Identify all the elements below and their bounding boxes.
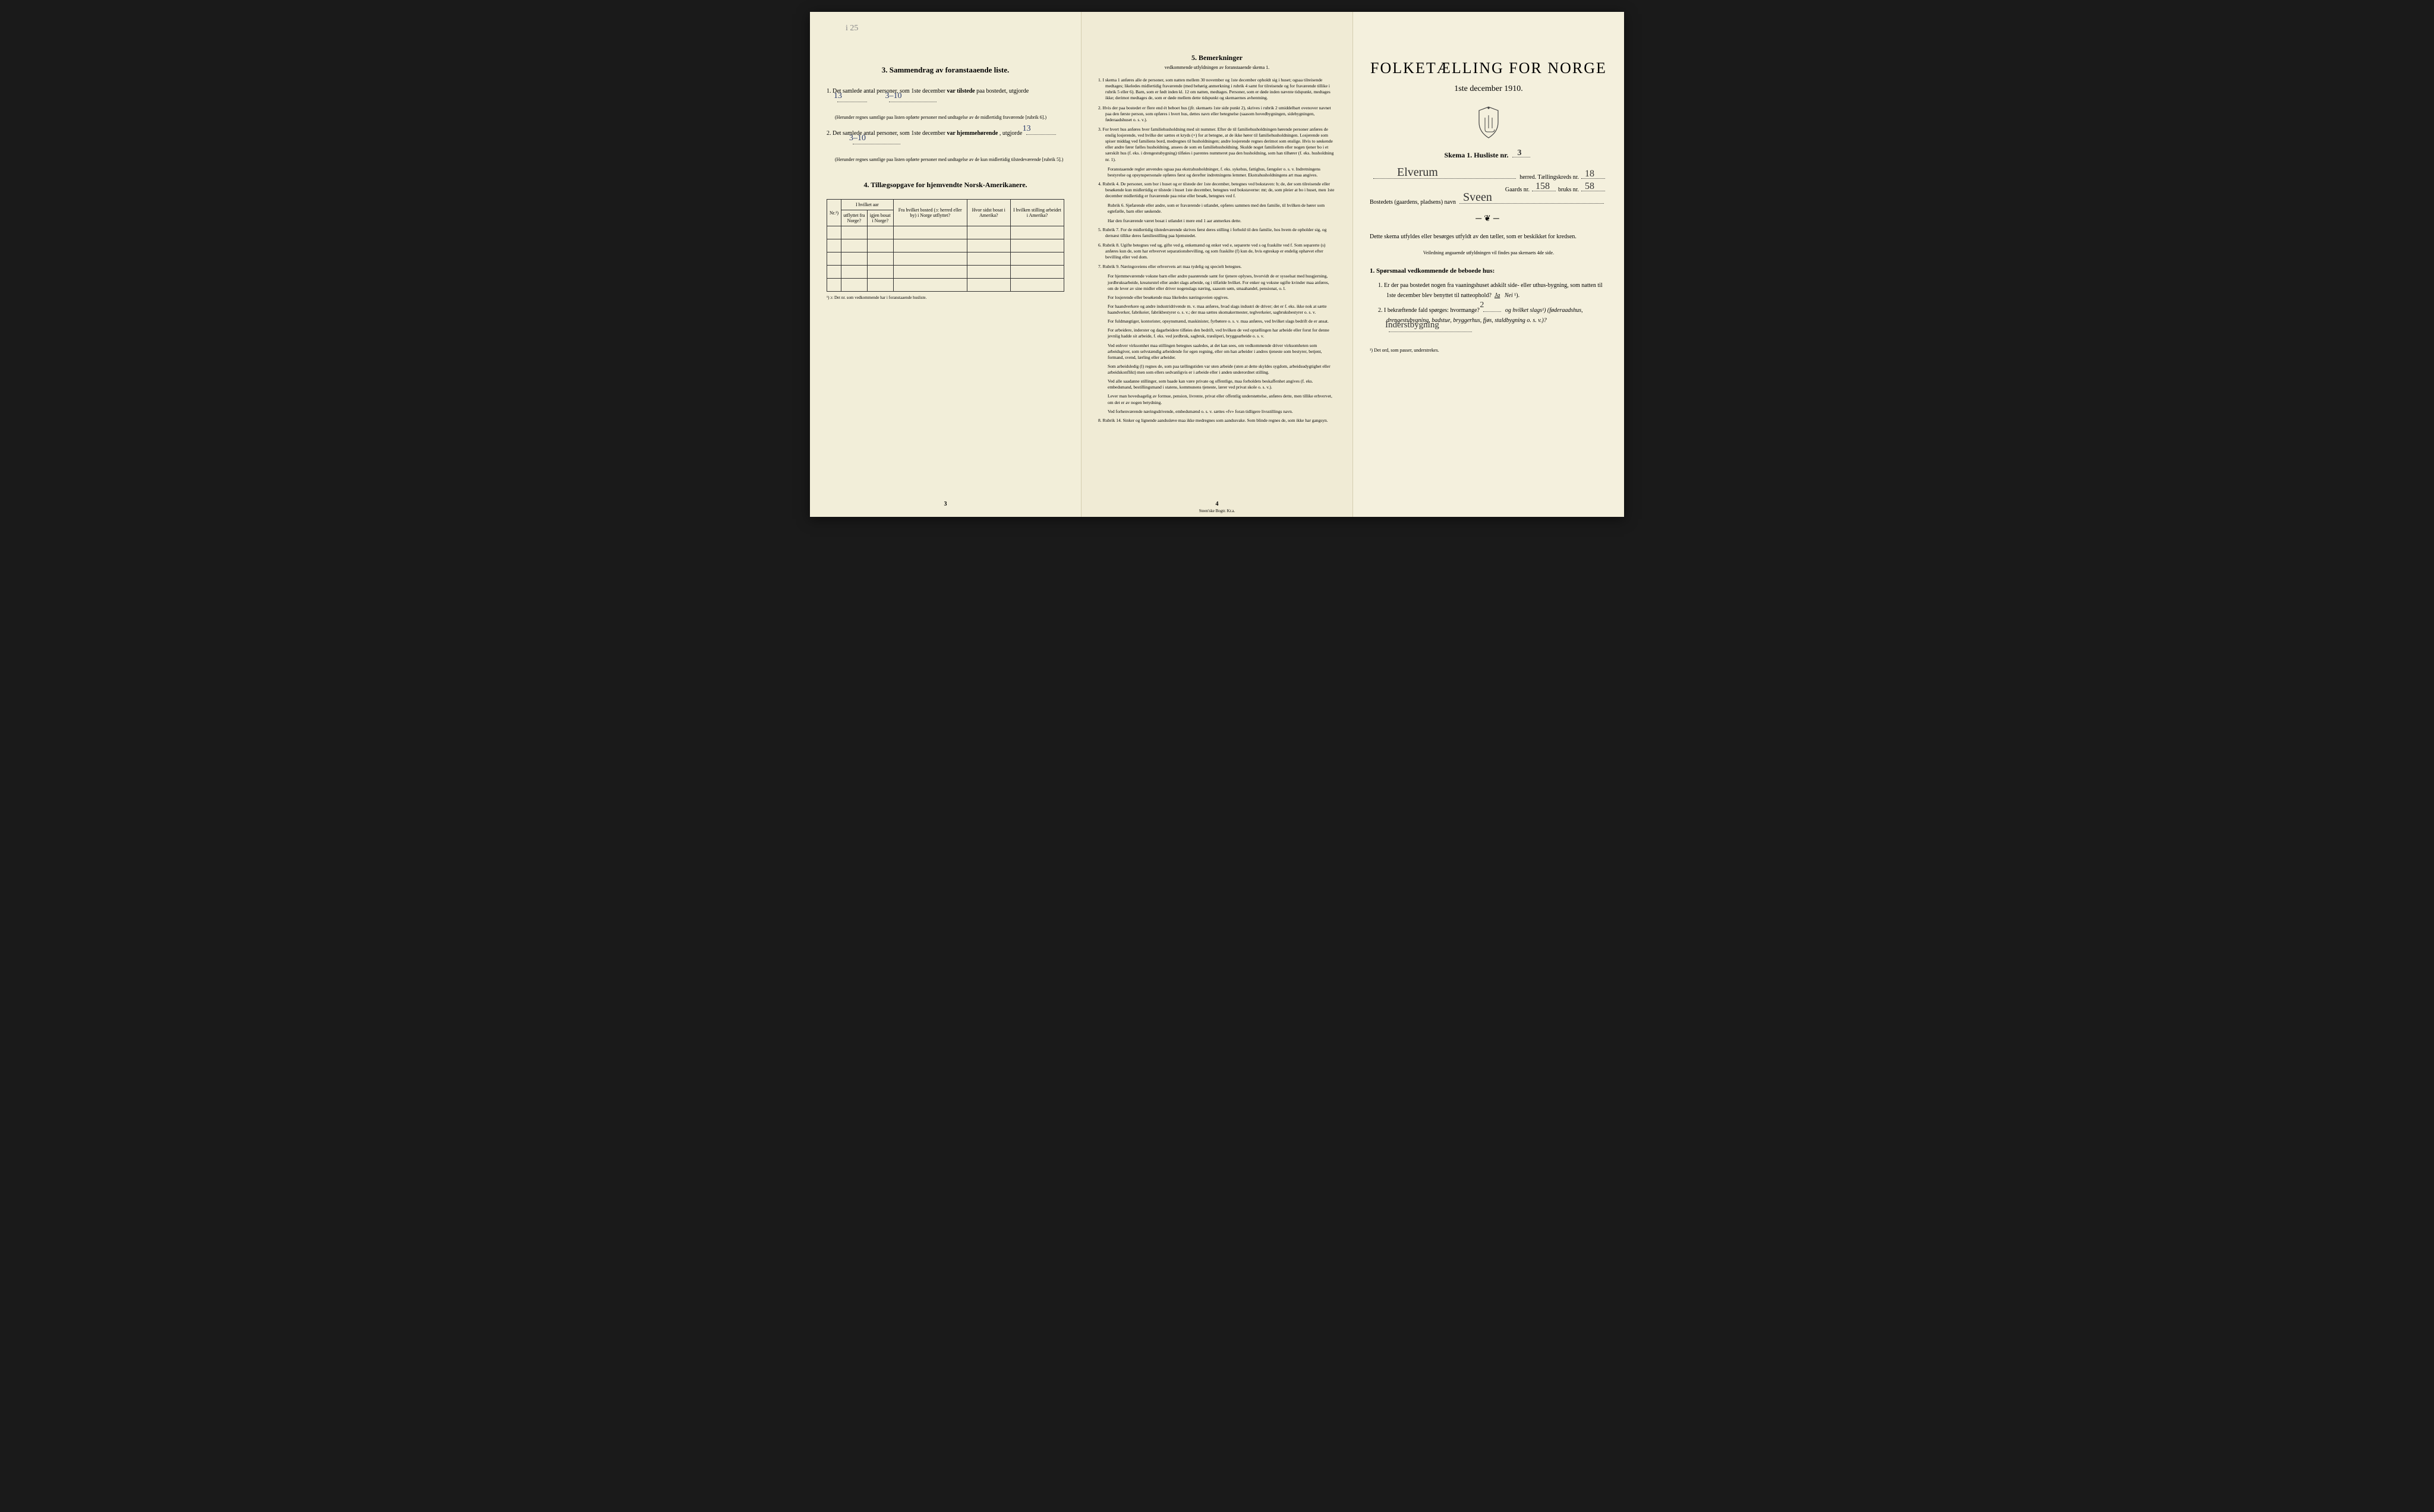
remark-7-sub-5: Ved enhver virksomhet maa stillingen bet… — [1108, 343, 1336, 361]
page-cover: FOLKETÆLLING FOR NORGE 1ste december 191… — [1353, 12, 1624, 517]
th-fra: Fra hvilket bosted (ɔ: herred eller by) … — [893, 200, 967, 226]
remark-1: 1. I skema 1 anføres alle de personer, s… — [1098, 77, 1336, 102]
herred-value: Elverum — [1397, 166, 1438, 179]
table-row — [827, 279, 1064, 292]
remark-7-sub-8: Lever man hovedsagelig av formue, pensio… — [1108, 393, 1336, 405]
section-5-subtitle: vedkommende utfyldningen av foranstaaend… — [1098, 65, 1336, 70]
remark-7-sub-0: For hjemmeværende voksne barn eller andr… — [1108, 273, 1336, 291]
th-stilling: I hvilken stilling arbeidet i Amerika? — [1010, 200, 1064, 226]
page-3: i 25 3. Sammendrag av foranstaaende list… — [810, 12, 1082, 517]
kreds-nr: 18 — [1585, 169, 1594, 179]
remark-7-sub-2: For haandverkere og andre industridriven… — [1108, 304, 1336, 315]
coat-of-arms-icon — [1474, 106, 1503, 139]
remark-8: 8. Rubrik 14. Sinker og lignende aandssl… — [1098, 418, 1336, 424]
annotation-2: 3–10 — [857, 132, 866, 145]
question-2: 2. I bekræftende fald spørges: hvormange… — [1378, 305, 1607, 336]
th-nr: Nr.¹) — [827, 200, 841, 226]
herred-line: Elverum herred. Tællingskreds nr. 18 — [1370, 174, 1607, 181]
remarks-list: 1. I skema 1 anføres alle de personer, s… — [1098, 77, 1336, 424]
th-utflyttet: utflyttet fra Norge? — [841, 210, 867, 226]
q2-answer: Inderstbygning — [1393, 318, 1439, 333]
bosted-line: Bostedets (gaardens, pladsens) navn Svee… — [1370, 199, 1607, 206]
remark-4c: Har den fraværende været bosat i utlande… — [1108, 218, 1336, 224]
remark-7-sub-7: Ved alle saadanne stillinger, som baade … — [1108, 378, 1336, 390]
skema-line: Skema 1. Husliste nr. 3 — [1370, 151, 1607, 160]
table-row — [827, 266, 1064, 279]
bosted-value: Sveen — [1463, 191, 1492, 204]
th-hvor: Hvor sidst bosat i Amerika? — [967, 200, 1010, 226]
question-heading: 1. Spørsmaal vedkommende de beboede hus: — [1370, 267, 1607, 274]
remark-2: 2. Hvis der paa bostedet er flere end ét… — [1098, 105, 1336, 123]
page-number-4: 4 — [1082, 501, 1352, 507]
remark-4: 4. Rubrik 4. De personer, som bor i huse… — [1098, 181, 1336, 199]
husliste-nr: 3 — [1517, 149, 1521, 158]
table-row — [827, 252, 1064, 266]
q1-nei: Nei — [1505, 292, 1513, 299]
remark-7-sub-1: For losjerende eller besøkende maa likel… — [1108, 295, 1336, 301]
bruks-nr: 58 — [1585, 181, 1594, 192]
census-title: FOLKETÆLLING FOR NORGE — [1370, 59, 1607, 77]
hjemme-count-field: 13 — [1026, 134, 1056, 135]
section-5-title: 5. Bemerkninger — [1098, 53, 1336, 62]
instruction-small: Veiledning angaaende utfyldningen vil fi… — [1370, 250, 1607, 255]
remark-7-sub-3: For fuldmægtiger, kontorister, opsynsmæn… — [1108, 318, 1336, 324]
question-1: 1. Er der paa bostedet nogen fra vaaning… — [1378, 280, 1607, 301]
remark-4b: Rubrik 6. Sjøfarende eller andre, som er… — [1108, 203, 1336, 214]
q1-ja: Ja — [1495, 292, 1500, 299]
ornament-icon: ─❦─ — [1370, 214, 1607, 224]
remark-7: 7. Rubrik 9. Næringsveiens eller erhverv… — [1098, 264, 1336, 270]
remark-7-sub-6: Som arbeidsledig (l) regnes de, som paa … — [1108, 364, 1336, 375]
section-3-title: 3. Sammendrag av foranstaaende liste. — [827, 65, 1064, 75]
pencil-annotation: i 25 — [846, 24, 858, 33]
table-footnote: ¹) ɔ: Det nr. som vedkommende har i fora… — [827, 295, 1064, 300]
item-1-note: (Herunder regnes samtlige paa listen opf… — [835, 114, 1064, 121]
item-2-note: (Herunder regnes samtlige paa listen opf… — [835, 156, 1064, 163]
th-year-group: I hvilket aar — [841, 200, 893, 210]
census-document: i 25 3. Sammendrag av foranstaaende list… — [810, 12, 1624, 517]
page-number-3: 3 — [810, 501, 1081, 507]
main-instruction: Dette skema utfyldes eller besørges utfy… — [1370, 232, 1607, 242]
summary-item-1: 1. Det samlede antal personer, som 1ste … — [827, 87, 1064, 106]
emigrant-table: Nr.¹) I hvilket aar Fra hvilket bosted (… — [827, 199, 1064, 292]
page-4: 5. Bemerkninger vedkommende utfyldningen… — [1082, 12, 1353, 517]
annotation-1: 3–10 — [894, 90, 902, 103]
remark-7-sub-4: For arbeidere, inderster og dagarbeidere… — [1108, 327, 1336, 339]
remark-5: 5. Rubrik 7. For de midlertidig tilstede… — [1098, 227, 1336, 239]
census-date: 1ste december 1910. — [1370, 84, 1607, 94]
right-footnote: ¹) Det ord, som passer, understrekes. — [1370, 348, 1607, 353]
remark-6: 6. Rubrik 8. Ugifte betegnes ved ug, gif… — [1098, 242, 1336, 260]
summary-item-2: 2. Det samlede antal personer, som 1ste … — [827, 129, 1064, 148]
remark-7-sub-9: Ved forhenværende næringsdrivende, embed… — [1108, 409, 1336, 415]
th-igjen: igjen bosat i Norge? — [867, 210, 893, 226]
emigrant-tbody — [827, 226, 1064, 292]
section-4-title: 4. Tillægsopgave for hjemvendte Norsk-Am… — [827, 181, 1064, 190]
table-row — [827, 226, 1064, 239]
remark-3b: Foranstaaende regler anvendes ogsaa paa … — [1108, 166, 1336, 178]
gaards-nr: 158 — [1536, 181, 1550, 192]
printer-mark: Steen'ske Bogtr. Kr.a. — [1082, 509, 1352, 513]
table-row — [827, 239, 1064, 252]
remark-3: 3. For hvert hus anføres hver familiehus… — [1098, 127, 1336, 163]
